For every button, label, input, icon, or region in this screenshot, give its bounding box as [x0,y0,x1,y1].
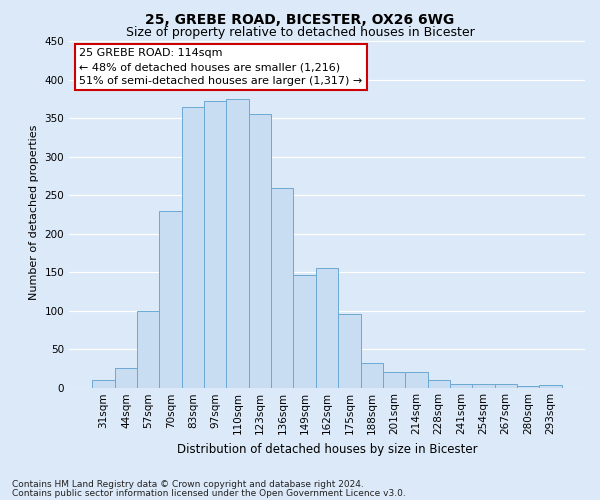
Bar [293,275,316,388]
X-axis label: Distribution of detached houses by size in Bicester: Distribution of detached houses by size … [176,443,478,456]
Bar [226,99,249,388]
Bar [338,314,361,388]
Y-axis label: Number of detached properties: Number of detached properties [29,125,39,300]
Text: 25, GREBE ROAD, BICESTER, OX26 6WG: 25, GREBE ROAD, BICESTER, OX26 6WG [145,12,455,26]
Bar [361,363,383,388]
Bar [428,380,450,388]
Bar [137,310,160,388]
Text: Contains HM Land Registry data © Crown copyright and database right 2024.: Contains HM Land Registry data © Crown c… [12,480,364,489]
Bar [160,210,182,388]
Bar [249,114,271,388]
Text: Contains public sector information licensed under the Open Government Licence v3: Contains public sector information licen… [12,489,406,498]
Bar [539,385,562,388]
Text: Size of property relative to detached houses in Bicester: Size of property relative to detached ho… [125,26,475,39]
Bar [517,386,539,388]
Bar [383,372,405,388]
Bar [472,384,494,388]
Bar [494,384,517,388]
Bar [316,268,338,388]
Bar [450,384,472,388]
Bar [115,368,137,388]
Bar [405,372,428,388]
Bar [92,380,115,388]
Text: 25 GREBE ROAD: 114sqm
← 48% of detached houses are smaller (1,216)
51% of semi-d: 25 GREBE ROAD: 114sqm ← 48% of detached … [79,48,362,86]
Bar [204,100,226,388]
Bar [182,106,204,388]
Bar [271,188,293,388]
